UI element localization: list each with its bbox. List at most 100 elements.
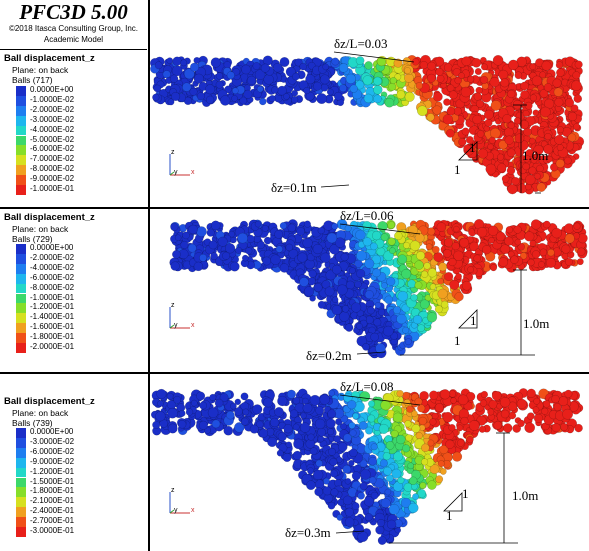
particle	[289, 409, 299, 418]
particle	[410, 294, 418, 302]
particle	[564, 98, 575, 108]
particle	[534, 172, 541, 180]
particle	[564, 389, 573, 398]
particle	[316, 93, 328, 105]
particle	[434, 403, 444, 412]
legend-label: -2.7000E-01	[30, 516, 75, 526]
slope-v-label: 1	[470, 313, 477, 328]
particle	[368, 456, 378, 466]
particle	[466, 435, 474, 444]
legend-swatch	[16, 125, 26, 136]
particle	[505, 226, 514, 234]
particle	[302, 237, 313, 249]
particle	[260, 63, 270, 73]
particle	[504, 127, 514, 137]
legend-swatch	[16, 477, 26, 488]
particle	[299, 277, 309, 287]
particle	[167, 407, 178, 419]
particle	[514, 238, 522, 246]
particle	[374, 302, 382, 309]
legend-swatch	[16, 457, 26, 468]
particle	[426, 113, 435, 122]
particle	[507, 184, 518, 195]
legend-label: -4.0000E-02	[30, 262, 75, 272]
legend-label: -1.0000E-01	[30, 292, 75, 302]
particle	[393, 58, 403, 68]
particle	[155, 411, 166, 422]
particle	[325, 418, 336, 429]
particle	[448, 424, 456, 432]
ball-assembly	[169, 218, 588, 359]
particle	[362, 75, 373, 86]
particle	[489, 76, 500, 88]
particle	[226, 410, 235, 420]
particle	[541, 60, 552, 71]
particle	[344, 507, 354, 517]
particle	[564, 233, 575, 244]
particle	[445, 129, 455, 138]
particle	[455, 273, 462, 280]
particle	[384, 97, 395, 108]
particle	[508, 59, 519, 71]
settlement-label: δz=0.3m	[285, 525, 331, 540]
particle	[303, 220, 311, 228]
particle	[287, 223, 297, 233]
legend-plane: Plane: on back	[12, 65, 69, 75]
particle	[393, 451, 404, 462]
particle	[235, 246, 243, 254]
axis-triad: z y x	[160, 302, 200, 340]
particle	[173, 395, 182, 404]
particle	[274, 407, 284, 417]
particle	[240, 392, 249, 401]
particle	[252, 62, 261, 70]
particle	[362, 343, 370, 351]
particle	[277, 395, 288, 407]
particle	[353, 464, 362, 473]
particle	[171, 91, 181, 101]
particle	[523, 155, 531, 163]
particle	[408, 502, 419, 514]
legend-swatch	[16, 293, 26, 304]
particle	[517, 243, 525, 251]
particle	[448, 257, 457, 267]
particle	[177, 420, 187, 429]
particle	[386, 519, 397, 530]
ball-plot-2	[149, 208, 589, 372]
particle	[487, 225, 499, 236]
particle	[222, 251, 231, 260]
particle	[320, 83, 329, 92]
particle	[153, 84, 162, 93]
particle	[317, 427, 327, 437]
ratio-label: δz/L=0.06	[340, 208, 394, 223]
particle	[309, 394, 321, 406]
legend-label: -2.0000E-01	[30, 342, 75, 351]
particle	[385, 441, 395, 450]
legend-swatch	[16, 487, 26, 498]
particle	[267, 436, 278, 447]
particle	[397, 290, 409, 302]
particle	[193, 261, 204, 272]
particle	[539, 89, 549, 98]
particle	[453, 225, 460, 233]
particle	[381, 282, 388, 289]
particle	[211, 419, 221, 429]
legend-label: -3.0000E-02	[30, 114, 75, 124]
particle	[279, 263, 290, 273]
particle	[437, 288, 448, 299]
particle	[368, 476, 377, 485]
particle	[543, 83, 553, 92]
particle	[312, 469, 324, 481]
particle	[309, 295, 316, 302]
height-label: 1.0m	[512, 488, 539, 503]
particle	[387, 237, 396, 246]
particle	[334, 479, 343, 487]
particle	[448, 90, 458, 100]
particle	[313, 283, 323, 293]
particle	[484, 118, 493, 127]
particle	[488, 136, 496, 144]
particle	[331, 296, 339, 303]
particle	[460, 86, 472, 98]
legend-swatch	[16, 313, 26, 324]
particle	[180, 59, 188, 67]
particle	[196, 92, 205, 101]
